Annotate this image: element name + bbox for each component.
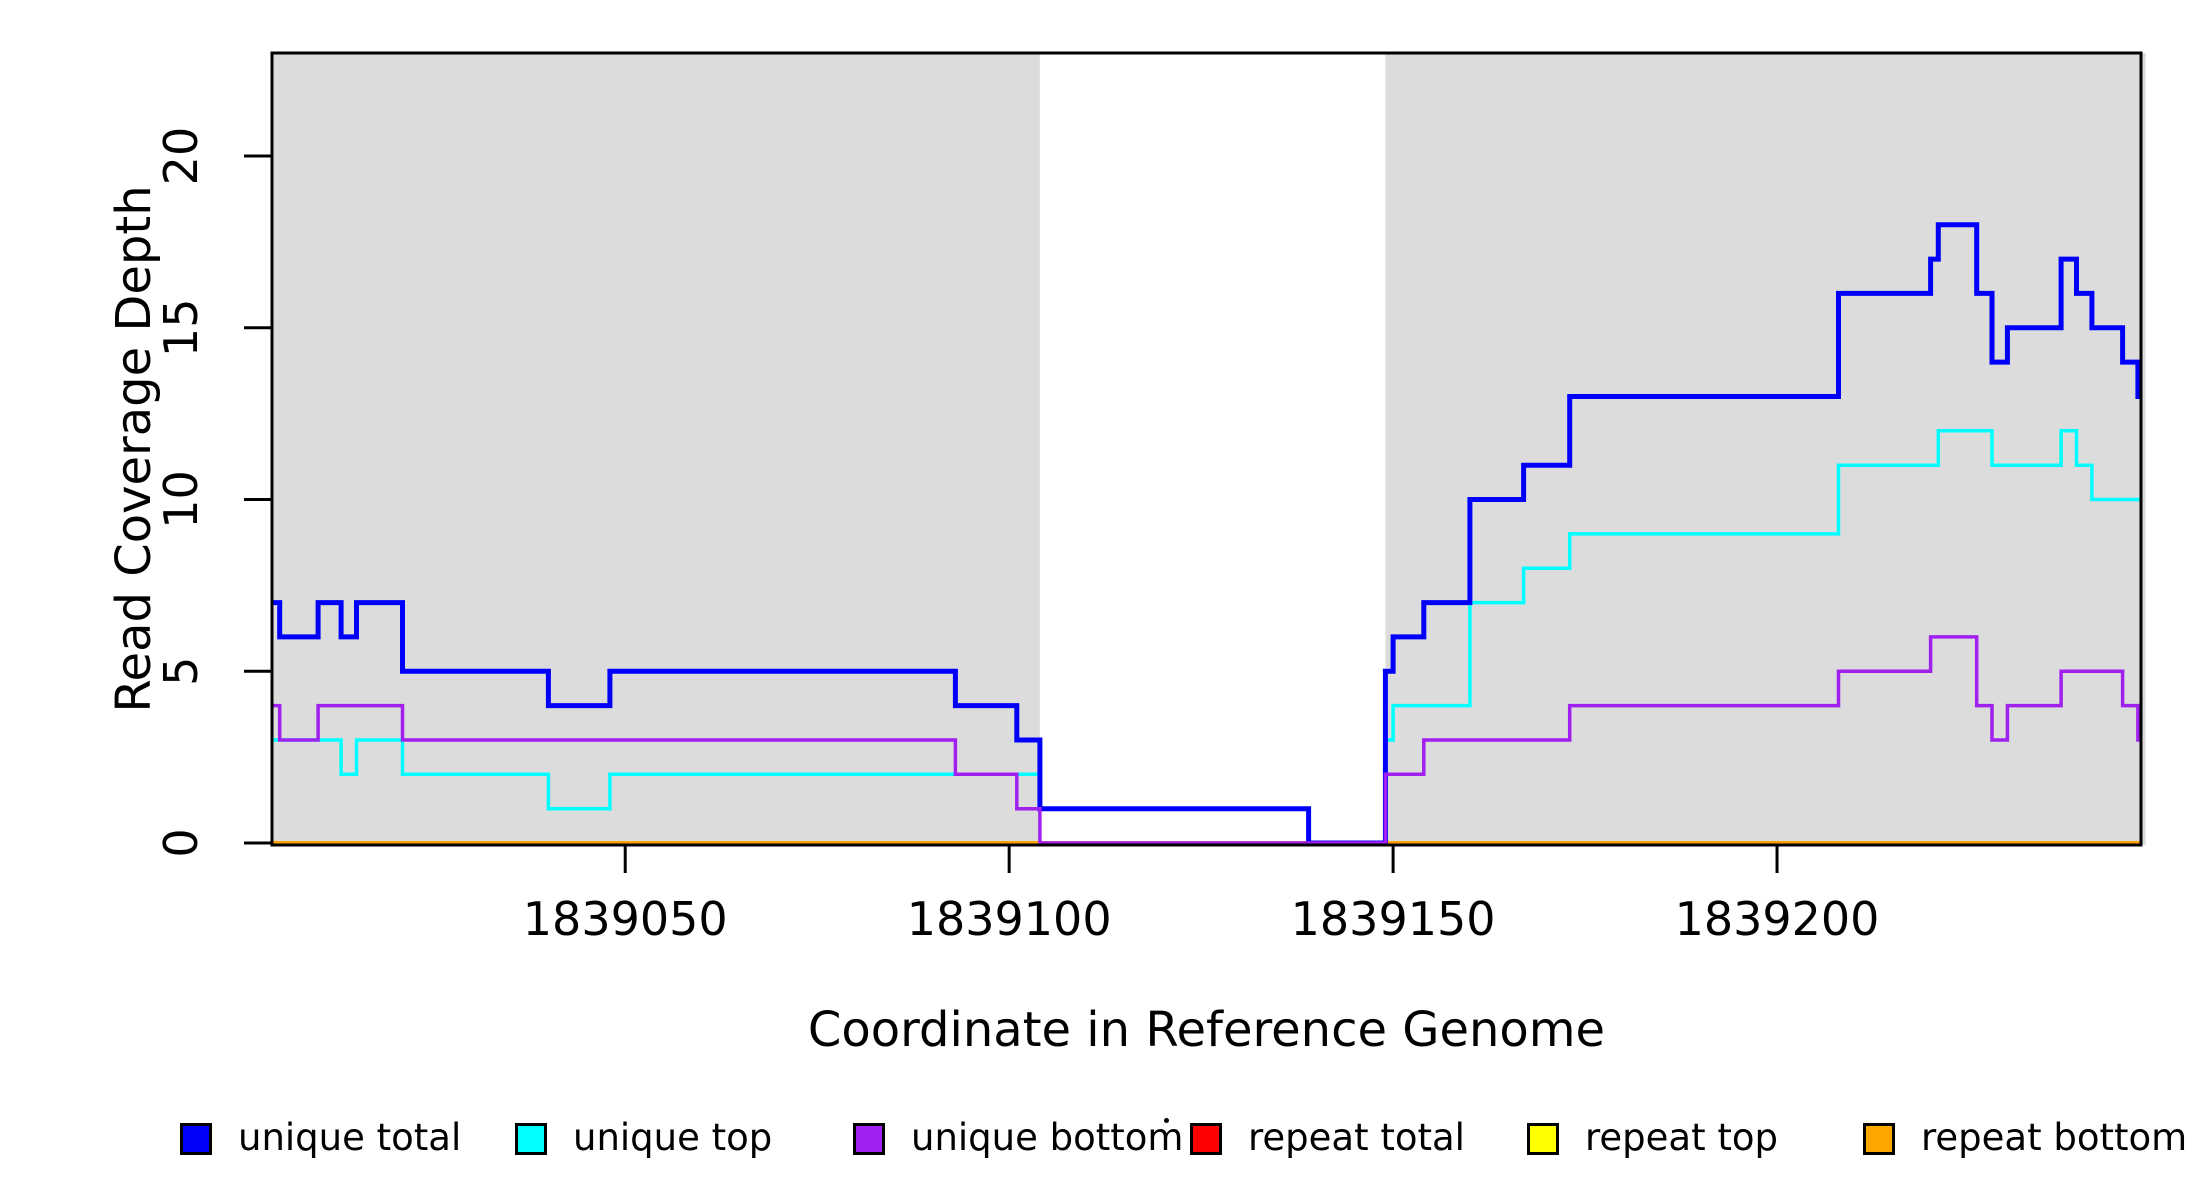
series-unique-total-line xyxy=(272,222,2141,846)
x-tick-label: 1839150 xyxy=(1291,892,1496,946)
y-tick-label: 15 xyxy=(154,299,208,358)
x-tick-label: 1839050 xyxy=(523,892,728,946)
series-unique-bottom-line xyxy=(272,635,2141,845)
plot-border xyxy=(270,51,2143,847)
shaded-region-left xyxy=(272,53,1040,845)
shaded-region-right xyxy=(1385,53,2146,845)
stray-dot xyxy=(1164,1118,1169,1123)
series-unique-top-line xyxy=(272,429,2141,845)
x-tick-label: 1839200 xyxy=(1675,892,1880,946)
y-tick-label: 5 xyxy=(154,657,208,686)
x-axis-title: Coordinate in Reference Genome xyxy=(807,1002,1606,1058)
y-axis-title: Read Coverage Depth xyxy=(106,185,162,713)
y-tick-label: 20 xyxy=(154,127,208,186)
y-tick-label: 0 xyxy=(154,828,208,857)
y-tick-label: 10 xyxy=(154,470,208,529)
x-tick-label: 1839100 xyxy=(907,892,1112,946)
